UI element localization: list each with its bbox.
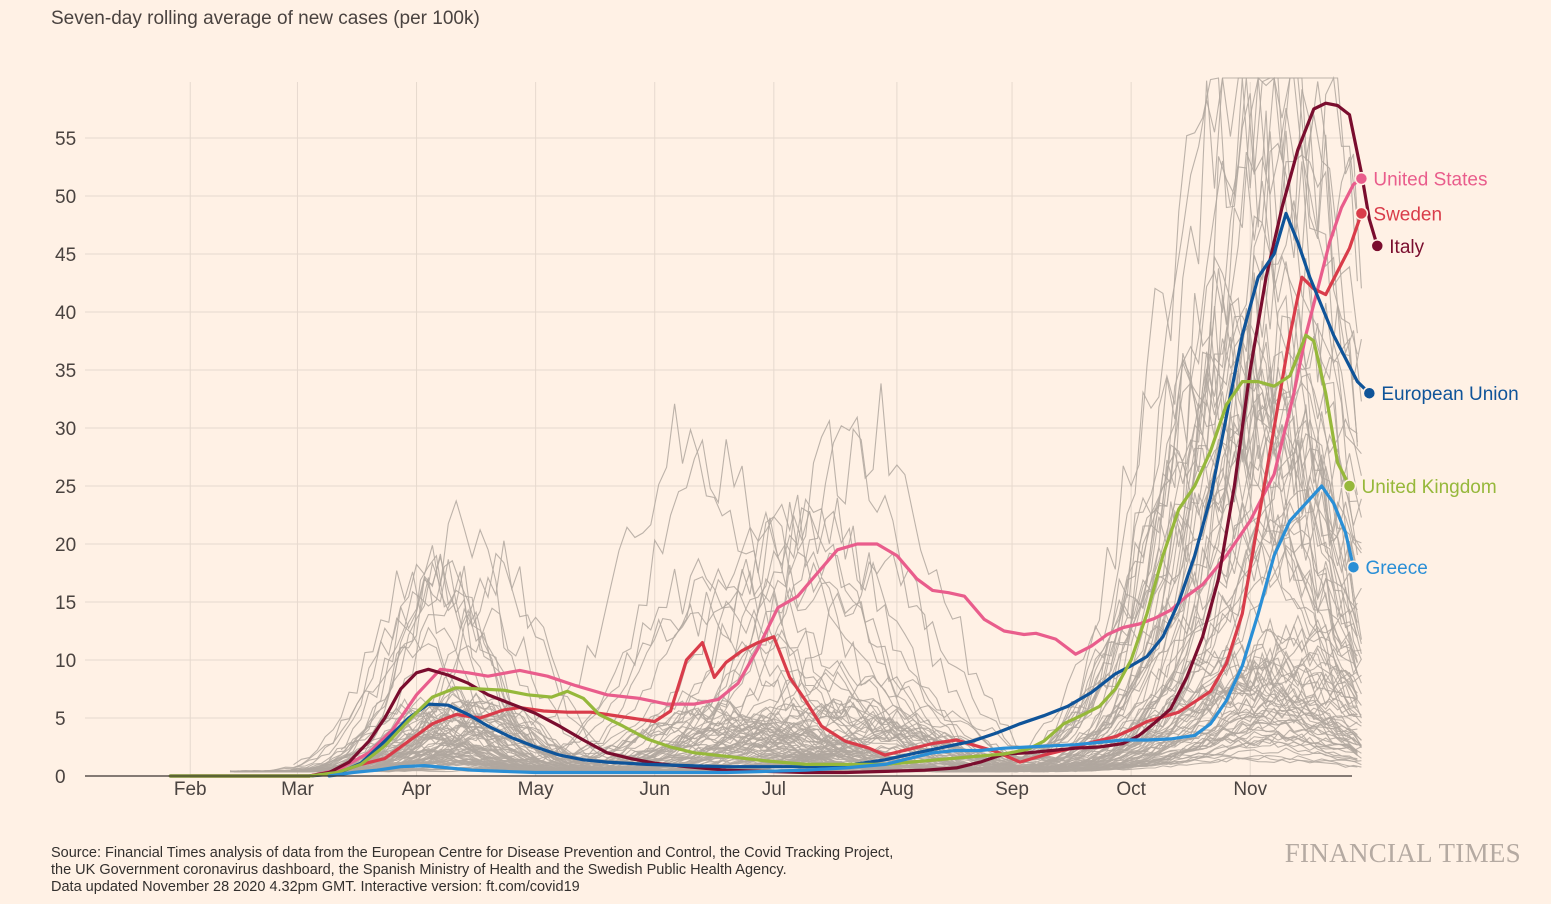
background-line bbox=[273, 661, 1362, 773]
background-line bbox=[241, 700, 1362, 773]
series-label: Italy bbox=[1389, 237, 1424, 258]
x-tick-label: May bbox=[518, 779, 554, 800]
series-line-italy bbox=[168, 101, 1379, 778]
series-end-dot bbox=[1362, 386, 1377, 400]
background-line bbox=[321, 561, 1362, 773]
background-line bbox=[269, 687, 1358, 773]
source-line-2: the UK Government coronavirus dashboard,… bbox=[51, 862, 787, 878]
series-end-dot bbox=[1346, 560, 1361, 574]
y-tick-label: 20 bbox=[55, 535, 76, 556]
x-tick-label: Aug bbox=[880, 779, 914, 800]
background-line bbox=[285, 77, 1358, 773]
background-line bbox=[229, 703, 1358, 773]
background-line bbox=[273, 315, 1362, 773]
background-line bbox=[253, 77, 1358, 773]
background-line bbox=[337, 76, 1362, 772]
series-line-united-states bbox=[168, 177, 1363, 778]
grid bbox=[85, 82, 1352, 776]
y-tick-label: 0 bbox=[55, 767, 66, 788]
x-tick-label: Mar bbox=[281, 779, 314, 800]
x-tick-label: Jun bbox=[639, 779, 670, 800]
x-tick-label: Nov bbox=[1233, 779, 1267, 800]
y-tick-label: 10 bbox=[55, 651, 76, 672]
background-line bbox=[241, 475, 1362, 773]
series-end-dot bbox=[1342, 479, 1357, 493]
series-end-dot bbox=[1370, 239, 1385, 253]
background-line bbox=[329, 582, 1362, 772]
y-tick-label: 5 bbox=[55, 709, 66, 730]
ft-logo: FINANCIAL TIMES bbox=[1285, 838, 1521, 868]
background-line bbox=[233, 308, 1362, 773]
y-tick-label: 30 bbox=[55, 419, 76, 440]
series-line-european-union bbox=[168, 211, 1371, 778]
series-line-sweden bbox=[188, 211, 1363, 778]
y-tick-label: 50 bbox=[55, 187, 76, 208]
series-end-dot bbox=[1354, 206, 1369, 221]
series-end-dot bbox=[1354, 171, 1369, 186]
background-line bbox=[293, 411, 1358, 773]
axes: 0 5 10 15 20 25 30 35 40 45 50 55 Feb Mar Apr May Jun Jul… bbox=[55, 129, 1352, 800]
background-line bbox=[309, 272, 1358, 772]
source-note: Source: Financial Times analysis of data… bbox=[51, 845, 893, 895]
x-tick-label: Feb bbox=[174, 779, 207, 800]
background-line bbox=[233, 553, 1362, 773]
y-tick-label: 15 bbox=[55, 593, 76, 614]
background-line bbox=[229, 626, 1358, 773]
series-line-greece bbox=[327, 484, 1356, 778]
background-line bbox=[293, 403, 1358, 773]
background-line bbox=[257, 77, 1362, 773]
series-label: Greece bbox=[1365, 558, 1427, 579]
background-line bbox=[289, 675, 1362, 773]
source-line-3: Data updated November 28 2020 4.32pm GMT… bbox=[51, 879, 580, 895]
background-line bbox=[332, 694, 1358, 773]
series-label: European Union bbox=[1381, 384, 1518, 405]
chart-title: Seven-day rolling average of new cases (… bbox=[51, 8, 480, 29]
background-line bbox=[253, 375, 1358, 773]
series-line-united-kingdom bbox=[168, 333, 1352, 778]
y-tick-label: 45 bbox=[55, 245, 76, 266]
background-line bbox=[273, 341, 1362, 773]
x-tick-label: Oct bbox=[1116, 779, 1146, 800]
source-line-1: Source: Financial Times analysis of data… bbox=[51, 845, 893, 861]
background-line bbox=[297, 545, 1362, 772]
x-tick-label: Sep bbox=[995, 779, 1029, 800]
y-tick-label: 55 bbox=[55, 129, 76, 150]
y-tick-label: 40 bbox=[55, 303, 76, 324]
background-line bbox=[325, 592, 1358, 772]
background-line bbox=[253, 294, 1358, 773]
series-label: Sweden bbox=[1373, 204, 1442, 225]
background-line bbox=[233, 713, 1362, 773]
x-tick-label: Apr bbox=[402, 779, 432, 800]
y-tick-label: 25 bbox=[55, 477, 76, 498]
highlighted-series bbox=[168, 101, 1379, 778]
background-line bbox=[321, 418, 1362, 772]
series-label: United Kingdom bbox=[1361, 477, 1496, 498]
series-label: United States bbox=[1373, 170, 1487, 191]
background-line bbox=[265, 515, 1362, 773]
y-tick-label: 35 bbox=[55, 361, 76, 382]
x-tick-label: Jul bbox=[762, 779, 786, 800]
series-end-labels: United States Sweden Italy European Union Un… bbox=[1342, 170, 1519, 579]
